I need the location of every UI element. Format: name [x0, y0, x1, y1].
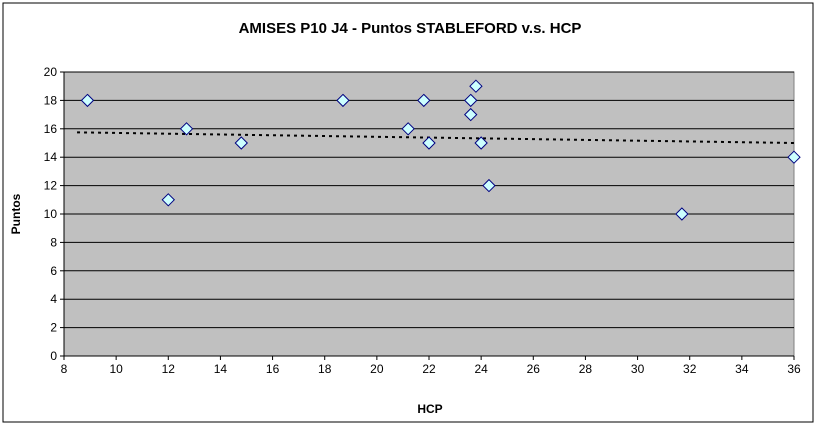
data-point-0: [80, 93, 95, 108]
x-tick-label-18: 18: [318, 362, 332, 376]
x-axis-title: HCP: [417, 402, 442, 416]
y-tick-label-20: 20: [44, 65, 58, 79]
data-point-1: [161, 193, 175, 207]
x-tick-label-12: 12: [162, 362, 176, 376]
data-point-14: [787, 150, 801, 164]
y-tick-label-0: 0: [50, 349, 57, 363]
y-tick-label-18: 18: [44, 93, 58, 107]
data-point-11: [474, 136, 488, 150]
x-axis-ticks: 8 10 12 14 16 18 20 22 24 26 28 30 32 34 36: [61, 356, 801, 376]
data-point-7: [422, 136, 436, 150]
x-tick-label-10: 10: [109, 362, 123, 376]
x-tick-label-32: 32: [683, 362, 697, 376]
x-tick-label-24: 24: [474, 362, 488, 376]
y-tick-label-2: 2: [50, 321, 57, 335]
gridlines: [64, 71, 794, 329]
x-tick-label-14: 14: [214, 362, 228, 376]
data-point-12: [482, 178, 496, 193]
y-tick-label-8: 8: [50, 235, 57, 249]
data-point-10: [469, 79, 483, 93]
trendline-group: [77, 131, 795, 144]
data-point-13: [675, 207, 689, 221]
data-point-6: [417, 93, 431, 108]
x-tick-label-8: 8: [61, 362, 68, 376]
data-point-5: [401, 122, 415, 136]
data-point-9: [464, 107, 478, 122]
y-tick-label-14: 14: [44, 150, 58, 164]
y-axis-ticks: 0 2 4 6 8 10 12 14 16 18 20: [44, 65, 64, 363]
y-tick-label-12: 12: [44, 179, 58, 193]
x-tick-label-22: 22: [422, 362, 436, 376]
x-tick-label-20: 20: [370, 362, 384, 376]
x-tick-label-36: 36: [787, 362, 801, 376]
data-points: [80, 79, 801, 221]
x-tick-label-34: 34: [735, 362, 749, 376]
y-tick-label-16: 16: [44, 122, 58, 136]
x-tick-label-26: 26: [527, 362, 541, 376]
x-tick-label-28: 28: [579, 362, 593, 376]
data-point-2: [179, 122, 194, 136]
x-tick-label-16: 16: [266, 362, 280, 376]
y-tick-label-6: 6: [50, 264, 57, 278]
data-point-4: [336, 93, 350, 108]
data-point-8: [464, 93, 478, 108]
chart-title: AMISES P10 J4 - Puntos STABLEFORD v.s. H…: [239, 20, 582, 37]
trendline: [77, 131, 795, 144]
data-point-3: [234, 136, 248, 150]
y-tick-label-4: 4: [50, 292, 57, 306]
y-tick-label-10: 10: [44, 207, 58, 221]
y-axis-title: Puntos: [9, 193, 23, 234]
x-tick-label-30: 30: [631, 362, 645, 376]
